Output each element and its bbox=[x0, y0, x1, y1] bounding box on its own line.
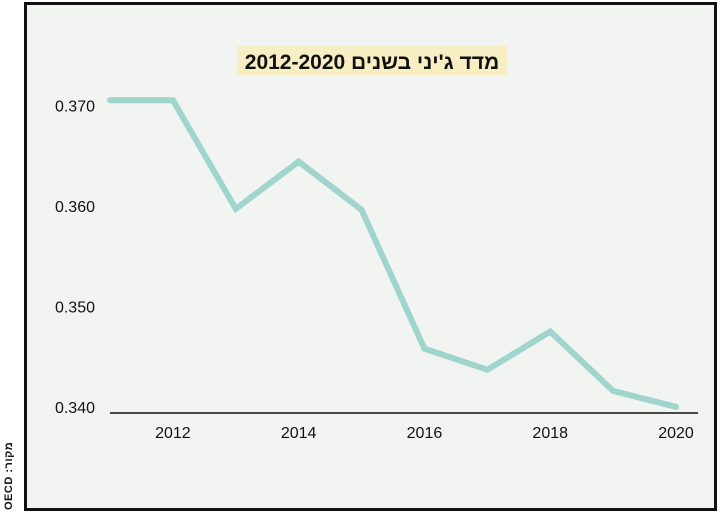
y-tick-label: 0.350 bbox=[55, 299, 95, 316]
x-tick-label: 2012 bbox=[155, 425, 191, 442]
data-point bbox=[232, 205, 239, 212]
data-point bbox=[107, 97, 113, 104]
y-tick-label: 0.360 bbox=[55, 199, 95, 216]
y-axis-ticks: 0.340 0.350 0.360 0.370 bbox=[55, 98, 95, 417]
x-axis-ticks: 2012 2014 2016 2018 2020 bbox=[155, 425, 694, 442]
data-point bbox=[169, 97, 176, 104]
data-point bbox=[295, 158, 302, 165]
chart-frame bbox=[24, 2, 717, 511]
chart-title-highlight bbox=[237, 46, 507, 75]
y-tick-label: 0.340 bbox=[55, 400, 95, 417]
data-point bbox=[421, 345, 428, 352]
data-point bbox=[610, 387, 617, 394]
data-point bbox=[673, 403, 679, 410]
data-point bbox=[547, 328, 554, 335]
x-tick-label: 2018 bbox=[532, 425, 568, 442]
x-tick-label: 2014 bbox=[281, 425, 317, 442]
data-point bbox=[484, 366, 491, 373]
data-point bbox=[358, 206, 365, 213]
gini-series-line bbox=[110, 97, 677, 410]
chart-title: מדד ג'יני בשנים 2012-2020 bbox=[245, 51, 499, 74]
x-tick-label: 2016 bbox=[407, 425, 443, 442]
data-points bbox=[107, 97, 679, 410]
x-tick-label: 2020 bbox=[658, 425, 694, 442]
y-tick-label: 0.370 bbox=[55, 98, 95, 115]
